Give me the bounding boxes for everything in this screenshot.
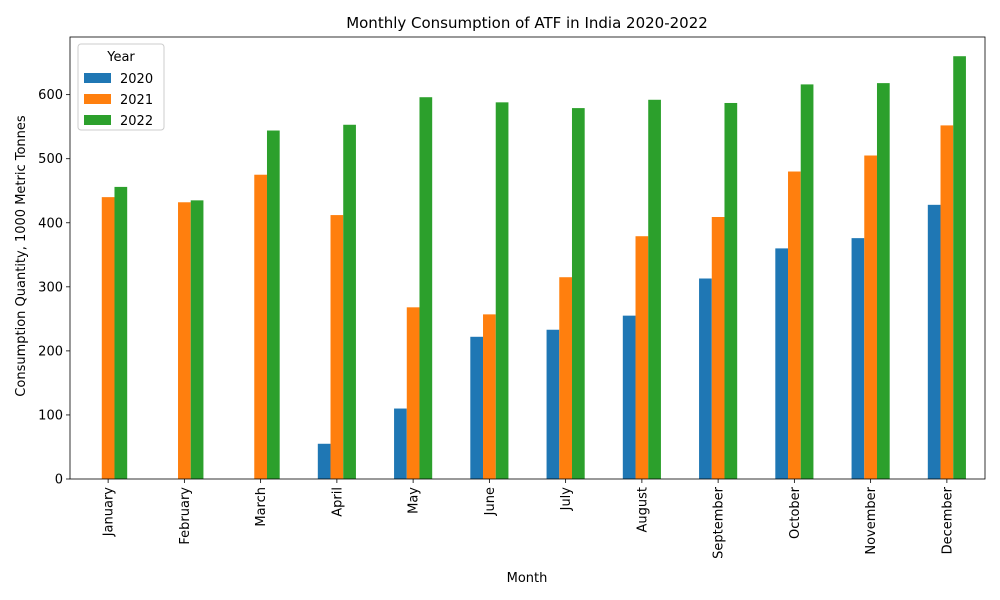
legend-label-2021: 2021 (120, 93, 153, 108)
y-tick-label: 300 (38, 280, 63, 295)
x-tick-label: September (712, 486, 727, 559)
bar-2022-august (648, 99, 661, 479)
bar-2020-september (699, 278, 712, 479)
bar-2021-january (101, 197, 115, 479)
legend-label-2022: 2022 (120, 114, 153, 129)
bar-2021-june (483, 314, 496, 479)
bars-layer (101, 56, 966, 480)
bar-2021-august (635, 236, 649, 479)
plot-frame (69, 36, 986, 480)
bar-2022-october (800, 84, 814, 480)
bar-2022-june (495, 102, 509, 479)
axes-layer: 0 100 200 300 400 500 600 January February March A… (38, 36, 986, 559)
x-axis-label: Month (507, 571, 548, 586)
x-tick-label: May (407, 487, 422, 514)
bar-2022-april (343, 124, 356, 479)
bar-2020-november (851, 238, 865, 479)
x-tick-label: February (178, 487, 193, 545)
x-tick-label: August (635, 487, 650, 533)
bar-2021-september (711, 217, 725, 479)
chart-title: Monthly Consumption of ATF in India 2020… (346, 14, 708, 32)
bar-2022-july (571, 108, 585, 479)
legend-swatch-2022 (84, 115, 111, 125)
bar-2021-december (940, 125, 954, 480)
x-tick-label: December (940, 486, 955, 554)
x-tick-label: June (483, 487, 498, 516)
bar-2021-november (864, 155, 877, 479)
x-tick-label: November (864, 486, 879, 554)
x-tick-label: March (254, 487, 269, 527)
bar-2021-february (178, 202, 191, 479)
x-tick-label: April (330, 487, 345, 517)
x-tick-label: January (102, 487, 117, 538)
legend-box (77, 43, 165, 131)
bar-2022-december (953, 56, 966, 479)
y-tick-label: 100 (38, 408, 63, 423)
x-tick-label: October (788, 486, 803, 539)
bar-2020-december (927, 204, 941, 479)
legend-title: Year (106, 50, 135, 65)
legend: Year 2020 2021 2022 (77, 43, 165, 131)
legend-swatch-2020 (84, 73, 111, 83)
bar-2022-february (190, 200, 204, 479)
bar-2021-may (406, 307, 420, 479)
bar-2020-may (394, 408, 407, 479)
bar-2021-july (559, 277, 572, 479)
bar-2021-april (330, 215, 344, 479)
y-tick-label: 0 (55, 473, 63, 488)
bar-2022-september (724, 102, 738, 479)
legend-label-2020: 2020 (120, 72, 153, 87)
bar-2022-january (114, 186, 128, 479)
bar-2020-july (546, 329, 560, 479)
y-axis-label: Consumption Quantity, 1000 Metric Tonnes (14, 115, 29, 397)
bar-2021-october (788, 171, 801, 479)
bar-2020-october (775, 248, 789, 479)
bar-2022-may (419, 97, 433, 480)
y-tick-label: 600 (38, 88, 63, 103)
bar-2021-march (254, 174, 267, 479)
y-tick-label: 500 (38, 152, 63, 167)
bar-2022-november (876, 83, 890, 480)
bar-2020-june (470, 336, 484, 479)
x-tick-label: July (559, 487, 574, 512)
legend-swatch-2021 (84, 94, 111, 104)
y-tick-label: 400 (38, 216, 63, 231)
y-tick-label: 200 (38, 344, 63, 359)
bar-2022-march (266, 130, 280, 479)
bar-2020-august (622, 315, 636, 479)
bar-2020-april (317, 443, 331, 479)
